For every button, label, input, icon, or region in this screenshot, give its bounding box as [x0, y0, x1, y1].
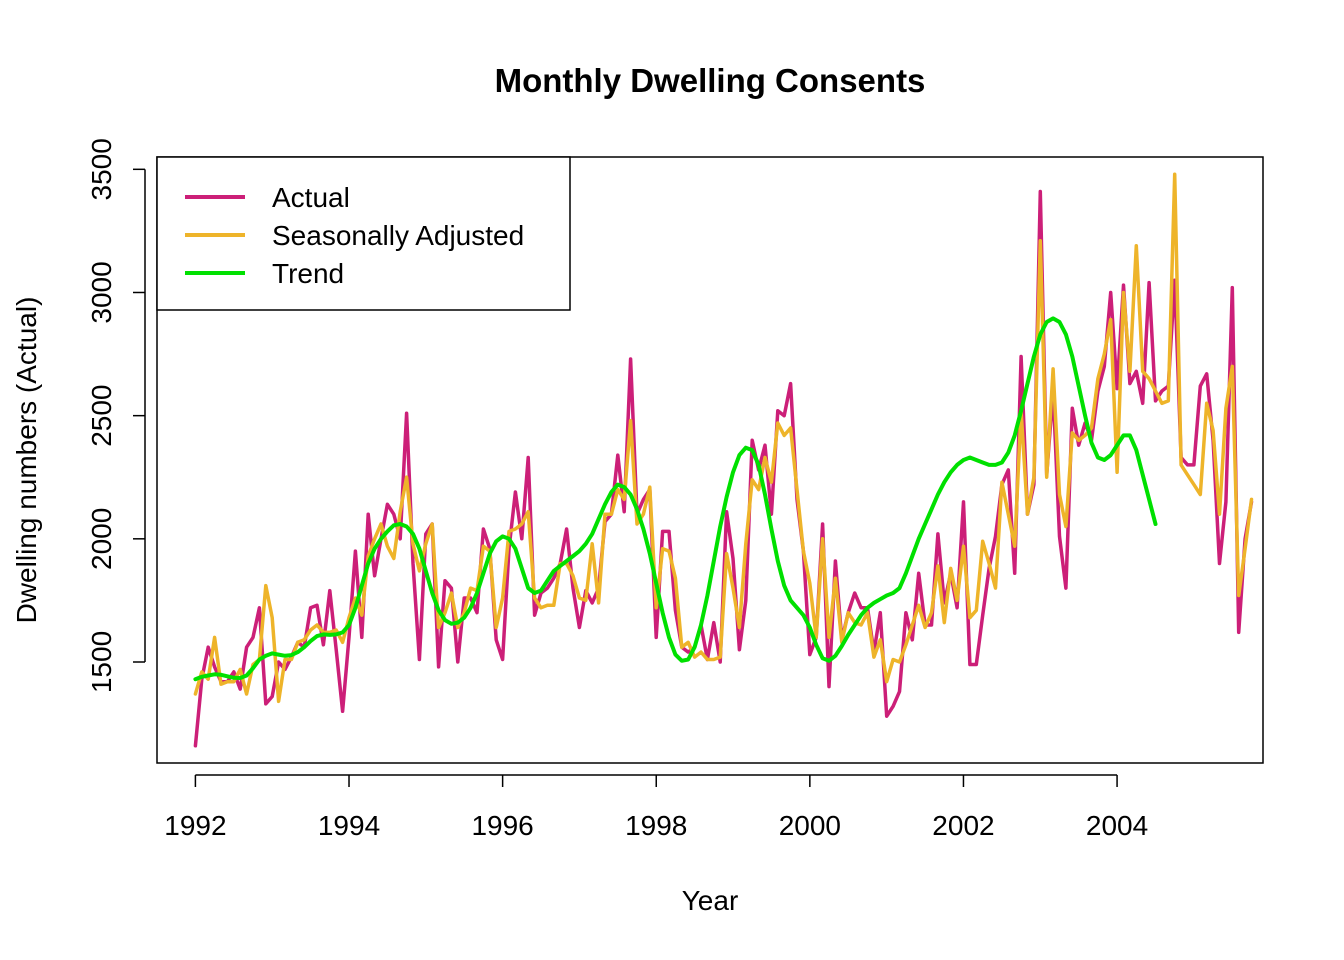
x-tick-label: 1998 — [625, 810, 687, 841]
plot-frame — [156, 156, 1264, 764]
y-axis: 1500 2000 2500 3000 3500 — [86, 138, 146, 693]
plot-area — [193, 172, 1254, 748]
legend-label: Actual — [272, 182, 350, 213]
x-axis-label: Year — [682, 885, 739, 916]
x-tick-label: 1994 — [318, 810, 380, 841]
x-tick-label: 2004 — [1086, 810, 1148, 841]
y-tick-label: 2500 — [86, 385, 117, 447]
legend: Actual Seasonally Adjusted Trend — [156, 156, 571, 311]
y-tick-label: 3000 — [86, 261, 117, 323]
y-tick-label: 2000 — [86, 508, 117, 570]
y-tick-label: 1500 — [86, 631, 117, 693]
y-axis-label: Dwelling numbers (Actual) — [11, 297, 42, 624]
x-tick-label: 2000 — [779, 810, 841, 841]
y-tick-label: 3500 — [86, 138, 117, 200]
x-axis: 1992 1994 1996 1998 2000 2002 2004 — [164, 774, 1148, 841]
x-tick-label: 2002 — [932, 810, 994, 841]
series-line-seasonally-adjusted — [193, 172, 1254, 704]
legend-label: Trend — [272, 258, 344, 289]
x-tick-label: 1992 — [164, 810, 226, 841]
series-line-trend — [193, 316, 1158, 682]
legend-label: Seasonally Adjusted — [272, 220, 524, 251]
chart-title: Monthly Dwelling Consents — [495, 62, 926, 99]
x-tick-label: 1996 — [471, 810, 533, 841]
